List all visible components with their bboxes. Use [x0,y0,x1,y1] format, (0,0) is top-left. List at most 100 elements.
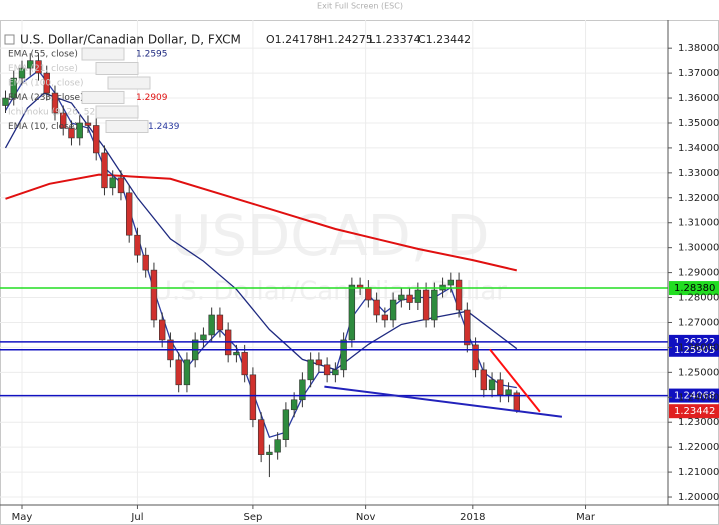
y-tick-label: 1.32000 [678,193,719,204]
level-label: 1.24068 [674,391,715,402]
legend-name: EMA (233, close) [8,93,84,103]
level-label: 1.26222 [674,337,715,348]
legend-name: EMA (55, close) [8,50,78,60]
candle-body [126,192,133,236]
fullscreen-hint[interactable]: Exit Full Screen (ESC) [317,2,403,11]
legend-buttons[interactable] [107,76,151,90]
candle-body [323,364,331,376]
candle-body [340,339,347,371]
level-label: 1.28380 [674,283,715,294]
y-tick-label: 1.30000 [678,243,719,254]
ohlc-low: L1.23374 [369,33,421,46]
candle-body [373,299,380,316]
watermark: USDCAD, D U.S. Dollar/Canadian Dollar [153,204,507,306]
candle-body [175,359,182,386]
level-label-bg [669,281,719,296]
candle-body [84,122,92,126]
candle-body [183,359,191,386]
candle-body [422,289,430,321]
candle-body [109,177,116,189]
header: U.S. Dollar/Canadian Dollar, D, FXCM O1.… [4,33,471,47]
y-tick-label: 1.22000 [678,442,719,453]
y-tick-label: 1.38000 [678,43,719,54]
candle-body [101,152,108,189]
y-tick-label: 1.34000 [678,143,719,154]
level-label-bg [669,388,719,403]
y-tick-label: 1.20000 [678,492,719,503]
x-tick-label: May [12,512,33,523]
y-tick-label: 1.29000 [678,268,719,279]
candle-body [505,389,512,396]
candle-body [348,284,356,341]
candle-body [315,359,323,366]
legend-value: 1.2595 [136,50,168,60]
candle-body [241,352,248,376]
x-tick-label: Sep [243,512,262,523]
candle-body [208,314,215,336]
x-tick-label: 2018 [460,512,485,523]
candle-body [480,369,488,391]
candle-body [431,289,438,321]
candle-body [216,314,224,331]
candle-body [68,127,75,139]
candle-body [455,279,463,311]
ohlc-open: O1.24178 [266,33,320,46]
watermark-name: U.S. Dollar/Canadian Dollar [153,277,507,307]
candle-body [18,67,26,79]
candle-body [43,72,50,94]
trendline [324,385,563,418]
legend-name-hidden: Ichimoku (9, 26, 52, 26) [8,108,116,118]
candle-body [249,374,257,421]
candle-body [282,409,290,440]
candle-body [10,77,17,99]
level-label-bg [669,342,719,357]
x-tick-label: Mar [576,512,596,523]
candle-body [488,379,496,391]
ohlc-close: C1.23442 [418,33,471,46]
candles [2,53,520,478]
legend-value: 1.2909 [136,93,168,103]
candle-body [398,294,405,301]
y-tick-label: 1.35000 [678,118,719,129]
candle-body [365,287,372,301]
legend: EMA (55, close) 1.2595 EMA (233, close) 1.2… [8,47,180,133]
candle-body [389,299,397,321]
candle-body [93,125,100,154]
level-label: 1.23442 [674,406,715,417]
x-tick-label: Jul [130,512,143,523]
legend-buttons[interactable] [105,120,149,133]
candle-body [60,112,67,129]
y-tick-label: 1.33000 [678,168,719,179]
legend-name-hidden: EMA (21, close) [8,64,78,74]
candle-body [51,92,59,114]
y-tick-label: 1.36000 [678,93,719,104]
legend-buttons[interactable] [95,105,139,119]
y-tick-label: 1.24000 [678,392,719,403]
collapse-icon[interactable] [4,34,15,45]
candle-body [159,319,166,341]
ohlc-high: H1.24275 [319,33,373,46]
legend-name-hidden: EMA (100, close) [8,79,84,89]
y-tick-label: 1.25000 [678,367,719,378]
candle-body [200,334,207,341]
candle-body [274,439,281,453]
legend-buttons[interactable] [81,47,125,61]
legend-buttons[interactable] [95,62,139,75]
candle-body [472,344,479,371]
candle-body [142,254,149,271]
candle-body [307,359,314,381]
level-label: 1.25905 [674,345,715,356]
grid [0,20,668,505]
watermark-symbol: USDCAD, D [171,204,490,269]
x-tick-label: Nov [356,512,376,523]
candle-body [497,379,504,396]
y-tick-label: 1.27000 [678,317,719,328]
axes: 1.20000 1.21000 1.22000 1.23000 1.24000 1.250… [0,20,719,523]
legend-buttons[interactable] [81,91,125,104]
candle-body [35,60,42,74]
candle-body [447,279,455,286]
candle-body [381,314,389,321]
trendline [489,348,541,413]
y-tick-label: 1.31000 [678,218,719,229]
